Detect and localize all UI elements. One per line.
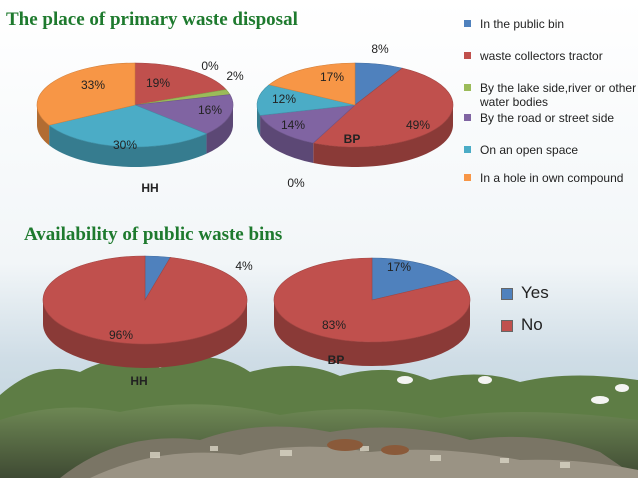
pie-chart-4: 17% 83% BP xyxy=(273,257,471,367)
pie-slice xyxy=(134,94,234,135)
pie-slice xyxy=(259,104,356,144)
pie-group-label: HH xyxy=(141,181,158,195)
pie-slice xyxy=(268,62,356,106)
legend-swatch xyxy=(464,84,471,91)
legend-item-yes: Yes xyxy=(501,283,549,303)
pie-slice-label: 17% xyxy=(320,70,344,84)
pie-group-label: BP xyxy=(344,132,361,146)
legend-item-no: No xyxy=(501,315,543,335)
pie-slice xyxy=(256,84,356,116)
legend-item-collectors: waste collectors tractor xyxy=(464,49,638,63)
pie-slice xyxy=(273,257,471,343)
pie-slice-label: 49% xyxy=(406,118,430,132)
pie-chart-2: 8% 49% 0% 14% 12% 17% BP xyxy=(256,42,454,190)
pie-slice xyxy=(134,62,227,106)
pie-slice xyxy=(312,67,454,148)
pie-slice-label: 33% xyxy=(81,78,105,92)
pie-slice xyxy=(48,104,208,148)
legend-swatch xyxy=(464,174,471,181)
pie-slice-side xyxy=(37,105,50,146)
legend-swatch xyxy=(464,52,471,59)
legend-label: waste collectors tractor xyxy=(480,49,603,63)
legend-label: No xyxy=(521,315,543,334)
pie-slice-side xyxy=(43,300,247,368)
pie-slice-label: 2% xyxy=(226,69,244,83)
legend-swatch xyxy=(501,288,513,300)
pie-slice-label: 19% xyxy=(146,76,170,90)
pie-slice-side xyxy=(206,105,234,154)
pie-slice-side xyxy=(257,105,261,136)
legend-item-road: By the road or street side xyxy=(464,111,638,125)
pie-slice-label: 0% xyxy=(287,176,305,190)
pie-chart-1: 0% 19% 2% 16% 30% 33% HH xyxy=(36,59,244,195)
pie-slice-label: 14% xyxy=(281,118,305,132)
pie-slice-label: 16% xyxy=(198,103,222,117)
bins-section-title: Availability of public waste bins xyxy=(24,224,283,245)
legend-item-own-hole: In a hole in own compound xyxy=(464,171,638,185)
pie-slice-side xyxy=(260,115,314,164)
pie-slice-side xyxy=(274,300,470,366)
pie-slice-side xyxy=(313,105,453,167)
pie-chart-3: 4% 96% HH xyxy=(42,255,253,388)
pie-slice-label: 12% xyxy=(272,92,296,106)
legend-swatch xyxy=(464,20,471,27)
pie-slice-label: 0% xyxy=(201,59,219,73)
legend-item-lake: By the lake side,river or other water bo… xyxy=(464,81,638,109)
legend-swatch xyxy=(464,114,471,121)
legend-swatch xyxy=(501,320,513,332)
pie-slice-label: 17% xyxy=(387,260,411,274)
pie-slice-label: 8% xyxy=(371,42,389,56)
pie-slice-label: 4% xyxy=(235,259,253,273)
pie-slice xyxy=(371,257,459,301)
pie-slice-label: 30% xyxy=(113,138,137,152)
legend-item-open-space: On an open space xyxy=(464,143,638,157)
legend-label: On an open space xyxy=(480,143,579,157)
disposal-section-title: The place of primary waste disposal xyxy=(6,9,298,30)
pie-group-label: HH xyxy=(130,374,147,388)
legend-label: By the lake side,river or other water bo… xyxy=(480,81,637,109)
pie-slice-side xyxy=(49,125,207,168)
pie-slice xyxy=(36,62,136,126)
legend-label: In the public bin xyxy=(480,17,565,31)
legend-label: Yes xyxy=(521,283,549,302)
legend-item-public-bin: In the public bin xyxy=(464,17,638,31)
pie-slice-label: 83% xyxy=(322,318,346,332)
pie-slice-label: 96% xyxy=(109,328,133,342)
pie-group-label: BP xyxy=(328,353,345,367)
pie-slice xyxy=(42,255,248,345)
legend-label: By the road or street side xyxy=(480,111,615,125)
legend-label: In a hole in own compound xyxy=(480,171,624,185)
legend-swatch xyxy=(464,146,471,153)
